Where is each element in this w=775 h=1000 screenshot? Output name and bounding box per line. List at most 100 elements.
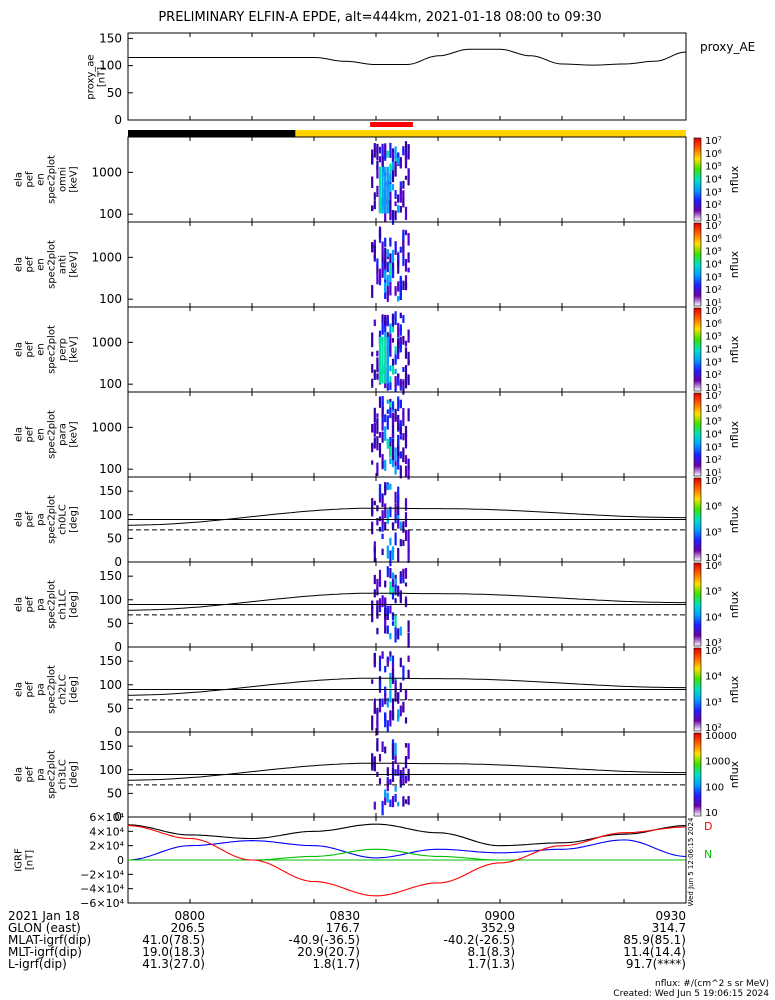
panel-2-burst-cell bbox=[397, 373, 400, 378]
panel-3-ylabel-line-2: en bbox=[36, 428, 47, 441]
panel-3-cbar-tick-1: 10² bbox=[705, 455, 722, 466]
panel-4-cbar-tick-1: 10⁵ bbox=[705, 527, 722, 538]
panel-2-burst-cell bbox=[402, 381, 405, 395]
panel-7-burst-cell bbox=[373, 801, 376, 810]
panel-0-burst-cell bbox=[389, 193, 392, 203]
footer-value: -40.2(-26.5) bbox=[443, 933, 515, 947]
panel-0-burst-cell bbox=[397, 152, 400, 158]
panel-2-burst-cell bbox=[381, 322, 384, 335]
panel-0-burst-core bbox=[381, 166, 384, 214]
panel-2-burst-cell bbox=[394, 346, 397, 351]
panel-3-burst-cell bbox=[391, 438, 395, 453]
panel-0-ylabel-line-2: en bbox=[36, 173, 47, 186]
panel-2-burst-cell bbox=[394, 376, 397, 389]
panel-3-tick-0: 100 bbox=[99, 462, 122, 476]
panel-7-burst-cell bbox=[381, 741, 384, 752]
panel-0-ylabel-line-3: spec2plot bbox=[47, 155, 58, 204]
panel-4-burst-cell bbox=[381, 548, 384, 556]
panel-5-ylabel-line-4: ch1LC bbox=[58, 589, 69, 620]
panel-1-cbar-tick-0: 10¹ bbox=[705, 298, 722, 309]
panel-3-burst-cell bbox=[397, 417, 400, 424]
panel-3-burst-cell bbox=[394, 460, 397, 470]
panel-4-burst-cell bbox=[394, 514, 397, 524]
panel-3-tick-1: 1000 bbox=[91, 420, 122, 434]
panel-7-burst-cell bbox=[389, 779, 392, 785]
panel-2-burst-cell bbox=[397, 352, 400, 360]
panel-0-burst-cell bbox=[394, 160, 397, 177]
panel-1-burst-cell bbox=[381, 267, 384, 274]
panel-4-burst-cell bbox=[394, 532, 397, 546]
panel-1-ylabel-line-1: pef bbox=[25, 256, 36, 273]
panel-0-burst-cell bbox=[394, 146, 397, 159]
panel-1-burst-cell bbox=[394, 243, 397, 252]
panel-5-burst-cell bbox=[391, 572, 395, 580]
panel-7-burst-cell bbox=[381, 800, 384, 816]
panel-7-burst-cell bbox=[373, 761, 376, 771]
panel-4-tick-1: 50 bbox=[107, 531, 122, 545]
panel-5-burst-cell bbox=[399, 626, 402, 636]
footer-value: 20.9(20.7) bbox=[297, 945, 360, 959]
panel-3-burst-cell bbox=[391, 434, 395, 443]
panel-3-burst-cell bbox=[391, 455, 395, 468]
panel-2-burst-cell bbox=[399, 378, 402, 388]
panel-6-colorbar bbox=[693, 647, 702, 732]
panel-3-burst-cell bbox=[386, 399, 389, 404]
panel-0-burst-core bbox=[378, 166, 382, 214]
panel-1-burst-cell bbox=[384, 237, 387, 247]
panel-1-cbar-tick-2: 10³ bbox=[705, 272, 722, 283]
panel-4-burst-cell bbox=[397, 505, 400, 516]
panel-4-burst-cell bbox=[397, 518, 400, 529]
panel-5-burst-cell bbox=[402, 577, 405, 584]
panel-6-tick-3: 150 bbox=[99, 654, 122, 668]
panel-1-burst-cell bbox=[386, 261, 389, 273]
panel-3-cbar-tick-3: 10⁴ bbox=[705, 430, 722, 441]
igrf-tick-4: 2×10⁴ bbox=[89, 840, 124, 853]
igrf-tick-1: −4×10⁴ bbox=[80, 883, 124, 896]
panel-2-burst-cell bbox=[373, 319, 376, 326]
panel-2-ylabel-line-5: [keV] bbox=[69, 336, 80, 362]
panel-4-burst-cell bbox=[394, 503, 397, 518]
panel-7-ylabel-line-5: [deg] bbox=[69, 761, 80, 788]
panel-2-burst-cell bbox=[376, 352, 379, 357]
panel-4-burst-cell bbox=[378, 498, 382, 503]
panel-6-burst-cell bbox=[404, 717, 408, 724]
proxy-ae-frame bbox=[127, 32, 687, 121]
proxy-ae-ylabel-line-1: [nT] bbox=[97, 67, 108, 87]
panel-5-burst-cell bbox=[399, 592, 402, 604]
panel-5-burst-cell bbox=[384, 616, 387, 627]
panel-0-tick-0: 100 bbox=[99, 207, 122, 221]
panel-6-burst-cell bbox=[389, 688, 392, 703]
panel-0-burst-cell bbox=[371, 176, 374, 188]
panel-6-cbar-tick-1: 10³ bbox=[705, 697, 722, 708]
panel-4-burst-cell bbox=[397, 510, 400, 523]
panel-5-cbar-tick-3: 10⁶ bbox=[705, 561, 722, 572]
footer-value: 0930 bbox=[655, 909, 686, 923]
panel-0-burst-core bbox=[386, 166, 389, 214]
panel-6-burst-cell bbox=[378, 655, 382, 672]
panel-1-burst-cell bbox=[389, 237, 392, 247]
panel-1-burst-cell bbox=[391, 260, 395, 271]
panel-2-burst-cell bbox=[399, 324, 402, 332]
panel-2-burst-core bbox=[386, 336, 389, 384]
panel-0-burst-cell bbox=[376, 143, 379, 160]
panel-5-burst-cell bbox=[378, 582, 382, 587]
panel-0-cbar-tick-2: 10³ bbox=[705, 187, 722, 198]
panel-4-burst-cell bbox=[381, 511, 384, 526]
panel-1-burst-cell bbox=[381, 262, 384, 270]
panel-2-burst-cell bbox=[407, 374, 410, 386]
panel-1-burst-cell bbox=[402, 255, 405, 266]
panel-1-burst-cell bbox=[386, 285, 389, 295]
panel-5-ylabel-line-3: spec2plot bbox=[47, 580, 58, 629]
panel-7-cbar-label: nflux bbox=[728, 760, 741, 788]
panel-1-burst-cell bbox=[384, 266, 387, 271]
panel-3-burst-cell bbox=[376, 413, 379, 418]
panel-6-burst-cell bbox=[384, 665, 387, 673]
panel-3-burst-cell bbox=[404, 443, 408, 449]
panel-5-cbar-tick-0: 10³ bbox=[705, 638, 722, 649]
panel-2-burst-cell bbox=[407, 329, 410, 337]
panel-7-burst-cell bbox=[391, 769, 395, 782]
footer-value: 352.9 bbox=[480, 921, 515, 935]
panel-1-burst-cell bbox=[402, 238, 405, 247]
panel-2-burst-cell bbox=[371, 364, 374, 373]
panel-7-burst-cell bbox=[407, 796, 410, 805]
